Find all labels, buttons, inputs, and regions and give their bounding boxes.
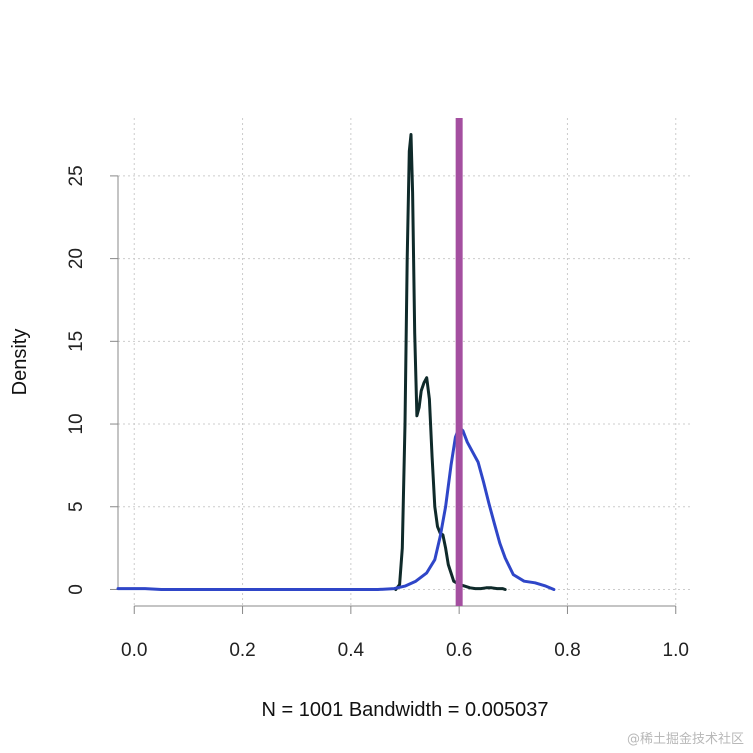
y-tick-label: 20 — [66, 248, 87, 269]
y-tick-label: 5 — [66, 501, 87, 512]
x-axis-title: N = 1001 Bandwidth = 0.005037 — [262, 699, 549, 721]
axes: 0.0 0.2 0.4 0.6 0.8 1.0 0 5 10 15 20 25 — [66, 165, 689, 661]
y-tick-label: 15 — [66, 331, 87, 352]
x-tick-label: 0.6 — [446, 640, 472, 661]
density-curve-2 — [116, 425, 556, 591]
y-tick-label: 25 — [66, 165, 87, 186]
x-tick-label: 0.2 — [229, 640, 255, 661]
x-tick-label: 0.4 — [338, 640, 365, 661]
x-tick-label: 0.8 — [554, 640, 580, 661]
watermark: @稀土掘金技术社区 — [627, 731, 744, 747]
x-tick-label: 1.0 — [663, 640, 689, 661]
x-tick-label: 0.0 — [121, 640, 147, 661]
y-axis-title: Density — [9, 329, 31, 396]
y-tick-label: 0 — [66, 584, 87, 595]
y-tick-label: 10 — [66, 413, 87, 434]
density-curves — [116, 133, 556, 591]
density-curve-1 — [394, 133, 507, 591]
